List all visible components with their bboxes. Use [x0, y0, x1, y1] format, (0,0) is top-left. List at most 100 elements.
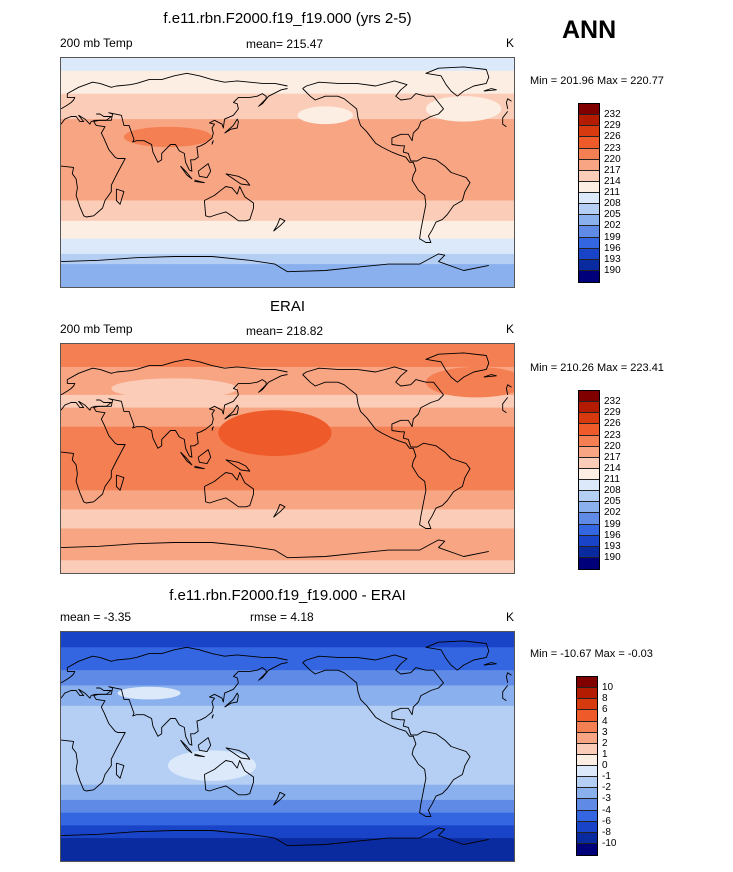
contour-region [111, 378, 238, 399]
colorbar-swatch [579, 391, 599, 403]
colorbar-swatch [579, 181, 599, 193]
colorbar-swatch [579, 513, 599, 525]
colorbar-swatch [577, 766, 597, 778]
contour-band [61, 705, 514, 786]
colorbar-swatch [577, 688, 597, 700]
coastline [225, 459, 251, 472]
colorbar-tick-label: -3 [602, 793, 611, 805]
coastline [505, 672, 512, 683]
coastline [211, 714, 214, 719]
colorbar-swatch [577, 721, 597, 733]
colorbar-tick-label: 229 [604, 407, 621, 419]
colorbar-tick-label: 196 [604, 529, 621, 541]
colorbar-swatch [577, 810, 597, 822]
colorbar-tick-label: 211 [604, 474, 620, 485]
coastline [203, 186, 254, 222]
coastline [61, 72, 288, 110]
colorbar-swatch [577, 710, 597, 722]
colorbar-tick-label: -8 [602, 826, 611, 838]
coastline [115, 474, 125, 491]
coastline [61, 399, 112, 411]
colorbar-swatch [579, 170, 599, 182]
coastline [287, 827, 489, 847]
colorbar-swatch [579, 126, 599, 138]
contour-region [425, 96, 502, 122]
coastline [61, 687, 112, 699]
colorbar-swatch [579, 502, 599, 514]
coastline [211, 140, 214, 145]
coastline [197, 449, 212, 465]
coastline [211, 426, 214, 431]
coastline [483, 662, 497, 666]
contour-band [61, 220, 514, 240]
contour-band [61, 490, 514, 510]
coastline [273, 217, 286, 232]
colorbar-swatch [579, 148, 599, 160]
colorbar-tick-label: 190 [604, 264, 621, 276]
season-label: ANN [562, 16, 617, 44]
colorbar-tick-label: 208 [604, 198, 621, 210]
coastline [287, 539, 489, 559]
units-label: K [506, 610, 515, 624]
colorbar-tick-label: -6 [602, 815, 611, 827]
coastline [224, 404, 239, 420]
colorbar-swatch [577, 832, 597, 844]
colorbar-swatch [579, 457, 599, 469]
colorbar-swatch [577, 732, 597, 744]
coastline [302, 654, 471, 817]
mean-label: mean= 218.82 [246, 324, 324, 338]
colorbar-tick-label: 223 [604, 142, 621, 154]
colorbar-tick-label: 220 [604, 153, 621, 165]
colorbar-tick-label: 208 [604, 485, 621, 497]
coastline [197, 737, 212, 753]
minmax-label: Min = -10.67 Max = -0.03 [530, 648, 653, 660]
coastline [194, 753, 205, 758]
colorbar-swatch [579, 535, 599, 547]
colorbar-swatch [579, 104, 599, 116]
colorbar-tick-label: 196 [604, 242, 621, 254]
contour-region [123, 126, 212, 148]
coastline [115, 762, 125, 779]
colorbar-swatch [579, 402, 599, 414]
panel-title: f.e11.rbn.F2000.f19_f19.000 - ERAI [169, 587, 406, 604]
mean-label: mean= 215.47 [246, 37, 324, 51]
colorbar-swatch [579, 159, 599, 171]
colorbar-tick-label: -10 [602, 837, 617, 849]
coastline [61, 542, 288, 559]
colorbar-tick-label: 226 [604, 131, 621, 143]
colorbar-swatch [579, 524, 599, 536]
colorbar-swatch [579, 424, 599, 436]
coastline [287, 253, 489, 273]
contour-region [463, 733, 514, 760]
colorbar-swatch [577, 843, 597, 855]
colorbar-swatch [579, 215, 599, 227]
coastline [180, 451, 193, 466]
coastline [425, 66, 490, 97]
colorbar-swatch [579, 248, 599, 260]
coastline [224, 118, 239, 134]
coastline [61, 830, 288, 847]
contour-band [61, 812, 514, 826]
coastline [197, 163, 212, 179]
colorbar-tick-label: 190 [604, 551, 621, 563]
colorbar-tick-label: 226 [604, 418, 621, 430]
coastline [115, 188, 125, 205]
colorbar-swatch [579, 237, 599, 249]
colorbar-tick-label: 220 [604, 440, 621, 452]
colorbar-swatch [579, 413, 599, 425]
coastline [61, 374, 288, 504]
colorbar-swatch [579, 435, 599, 447]
colorbar-tick-label: 199 [604, 518, 621, 530]
coastline [505, 384, 512, 395]
contour-band [61, 344, 514, 368]
coastline [302, 366, 471, 529]
coastline [61, 256, 288, 273]
colorbar [576, 676, 598, 856]
colorbar-tick-label: 202 [604, 507, 621, 519]
colorbar-tick-label: 232 [604, 109, 621, 121]
coastline [61, 88, 288, 218]
minmax-label: Min = 201.96 Max = 220.77 [530, 75, 664, 87]
colorbar-tick-label: 223 [604, 429, 621, 441]
colorbar-tick-label: 214 [604, 175, 621, 187]
coastline [273, 503, 286, 518]
